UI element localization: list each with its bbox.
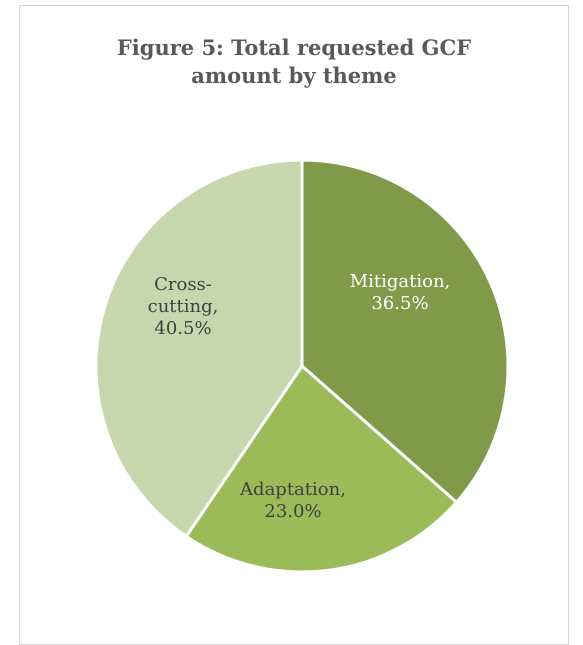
pie-label-line: 23.0%	[264, 501, 321, 522]
pie-label-line: Cross-	[154, 274, 212, 295]
chart-title-line-1: Figure 5: Total requested GCF	[116, 35, 472, 60]
pie-label-adaptation: Adaptation, 23.0%	[239, 479, 346, 522]
pie-label-line: Adaptation,	[239, 479, 346, 500]
pie-label-mitigation: Mitigation, 36.5%	[350, 271, 451, 314]
pie-slice-mitigation	[300, 158, 510, 504]
pie-label-line: cutting,	[148, 296, 219, 317]
chart-title-line-2: amount by theme	[191, 63, 397, 88]
pie-label-cross-cutting: Cross-cutting, 40.5%	[148, 274, 219, 339]
chart-title: Figure 5: Total requested GCF amount by …	[19, 34, 569, 90]
pie-label-line: 36.5%	[371, 293, 428, 314]
pie-chart: Mitigation, 36.5% Adaptation, 23.0% Cross-cu…	[94, 158, 510, 574]
pie-label-line: Mitigation,	[350, 271, 451, 292]
pie-slice-cross-cutting	[94, 158, 304, 538]
pie-slice-adaptation	[184, 364, 459, 574]
pie-label-line: 40.5%	[154, 318, 211, 339]
